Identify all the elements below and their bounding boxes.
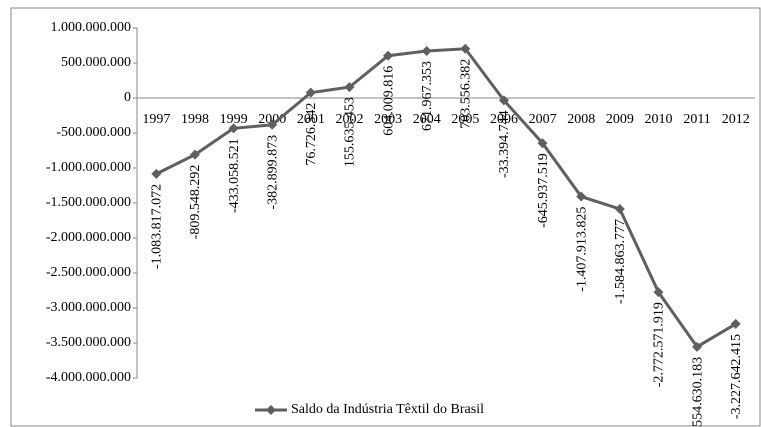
data-label: 155.635.453 xyxy=(343,97,358,167)
data-label: -1.083.817.072 xyxy=(150,184,165,269)
data-point xyxy=(460,43,471,54)
x-tick-label: 2010 xyxy=(644,112,672,127)
data-point xyxy=(498,95,509,106)
x-tick-label: 1997 xyxy=(142,112,170,127)
data-label: -809.548.292 xyxy=(188,165,203,240)
data-point xyxy=(730,318,741,329)
data-label: -382.899.873 xyxy=(265,135,280,210)
x-tick-label: 2005 xyxy=(451,112,479,127)
x-tick-label: 2000 xyxy=(258,112,286,127)
data-point xyxy=(614,203,625,214)
y-tick-label: 1.000.000.000 xyxy=(51,20,132,35)
x-tick-label: 2002 xyxy=(335,112,363,127)
legend-label: Saldo da Indústria Têxtil do Brasil xyxy=(291,402,484,417)
x-tick-label: 2003 xyxy=(374,112,402,127)
data-point xyxy=(228,123,239,134)
x-tick-label: 2009 xyxy=(606,112,634,127)
data-point xyxy=(305,87,316,98)
y-tick-label: -4.000.000.000 xyxy=(46,370,131,385)
y-tick-label: -2.000.000.000 xyxy=(46,230,131,245)
data-label: -1.407.913.825 xyxy=(574,207,589,292)
y-tick-label: 500.000.000 xyxy=(61,55,131,70)
x-tick-label: 2008 xyxy=(567,112,595,127)
y-tick-label: 0 xyxy=(124,90,131,105)
y-tick-label: -500.000.000 xyxy=(56,125,131,140)
data-point xyxy=(653,287,664,298)
x-tick-label: 1998 xyxy=(181,112,209,127)
data-point xyxy=(537,138,548,149)
data-point xyxy=(576,191,587,202)
data-label: -433.058.521 xyxy=(227,138,242,213)
data-point xyxy=(692,341,703,352)
x-tick-label: 2012 xyxy=(722,112,750,127)
data-label: -2.772.571.919 xyxy=(652,302,667,387)
data-label: -3.554.630.183 xyxy=(690,357,705,427)
y-tick-label: -3.000.000.000 xyxy=(46,300,131,315)
data-label: -645.937.519 xyxy=(536,153,551,228)
data-label: -1.584.863.777 xyxy=(613,219,628,304)
data-point xyxy=(344,82,355,93)
data-point xyxy=(189,149,200,160)
data-label: -33.394.744 xyxy=(497,110,512,178)
data-point xyxy=(383,50,394,61)
y-tick-label: -2.500.000.000 xyxy=(46,265,131,280)
data-point xyxy=(421,45,432,56)
data-line xyxy=(155,47,737,349)
y-tick-label: -3.500.000.000 xyxy=(46,335,131,350)
y-tick-label: -1.500.000.000 xyxy=(46,195,131,210)
x-tick-label: 2006 xyxy=(490,112,518,127)
x-tick-label: 2011 xyxy=(683,112,710,127)
data-label: 604.009.816 xyxy=(381,66,396,136)
data-label: -3.227.642.415 xyxy=(729,334,744,419)
data-label: 671.967.353 xyxy=(420,61,435,131)
x-tick-label: 2004 xyxy=(413,112,441,127)
data-label: 703.556.382 xyxy=(459,59,474,129)
y-tick-label: -1.000.000.000 xyxy=(46,160,131,175)
x-tick-label: 2007 xyxy=(529,112,557,127)
x-tick-label: 1999 xyxy=(220,112,248,127)
legend-marker xyxy=(266,405,276,415)
data-point xyxy=(151,168,162,179)
chart-frame xyxy=(10,7,761,427)
data-point xyxy=(267,119,278,130)
x-tick-label: 2001 xyxy=(297,112,325,127)
data-label: 76.726.342 xyxy=(304,103,319,166)
